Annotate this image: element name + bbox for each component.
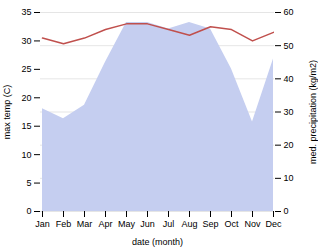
svg-text:med. precipitation (kg/m2): med. precipitation (kg/m2) <box>308 60 318 164</box>
svg-text:Dec: Dec <box>265 219 282 229</box>
svg-text:20: 20 <box>284 140 294 150</box>
svg-text:0: 0 <box>284 206 289 216</box>
svg-text:10: 10 <box>21 150 31 160</box>
svg-text:Jul: Jul <box>163 219 175 229</box>
svg-text:60: 60 <box>284 7 294 17</box>
svg-text:15: 15 <box>21 121 31 131</box>
svg-text:Aug: Aug <box>181 219 197 229</box>
svg-text:Jan: Jan <box>35 219 50 229</box>
svg-text:30: 30 <box>284 107 294 117</box>
svg-text:Jun: Jun <box>140 219 155 229</box>
svg-text:0: 0 <box>26 206 31 216</box>
svg-text:Nov: Nov <box>244 219 261 229</box>
svg-text:Feb: Feb <box>56 219 72 229</box>
svg-text:max temp (C): max temp (C) <box>2 85 12 140</box>
svg-text:10: 10 <box>284 173 294 183</box>
svg-text:Apr: Apr <box>98 219 112 229</box>
svg-text:35: 35 <box>21 7 31 17</box>
svg-text:May: May <box>118 219 136 229</box>
svg-text:25: 25 <box>21 64 31 74</box>
svg-text:30: 30 <box>21 36 31 46</box>
svg-text:20: 20 <box>21 93 31 103</box>
svg-text:40: 40 <box>284 74 294 84</box>
svg-text:Mar: Mar <box>77 219 93 229</box>
svg-text:date (month): date (month) <box>132 237 183 247</box>
svg-text:Oct: Oct <box>224 219 239 229</box>
svg-text:Sep: Sep <box>202 219 218 229</box>
svg-text:50: 50 <box>284 41 294 51</box>
svg-text:5: 5 <box>26 178 31 188</box>
